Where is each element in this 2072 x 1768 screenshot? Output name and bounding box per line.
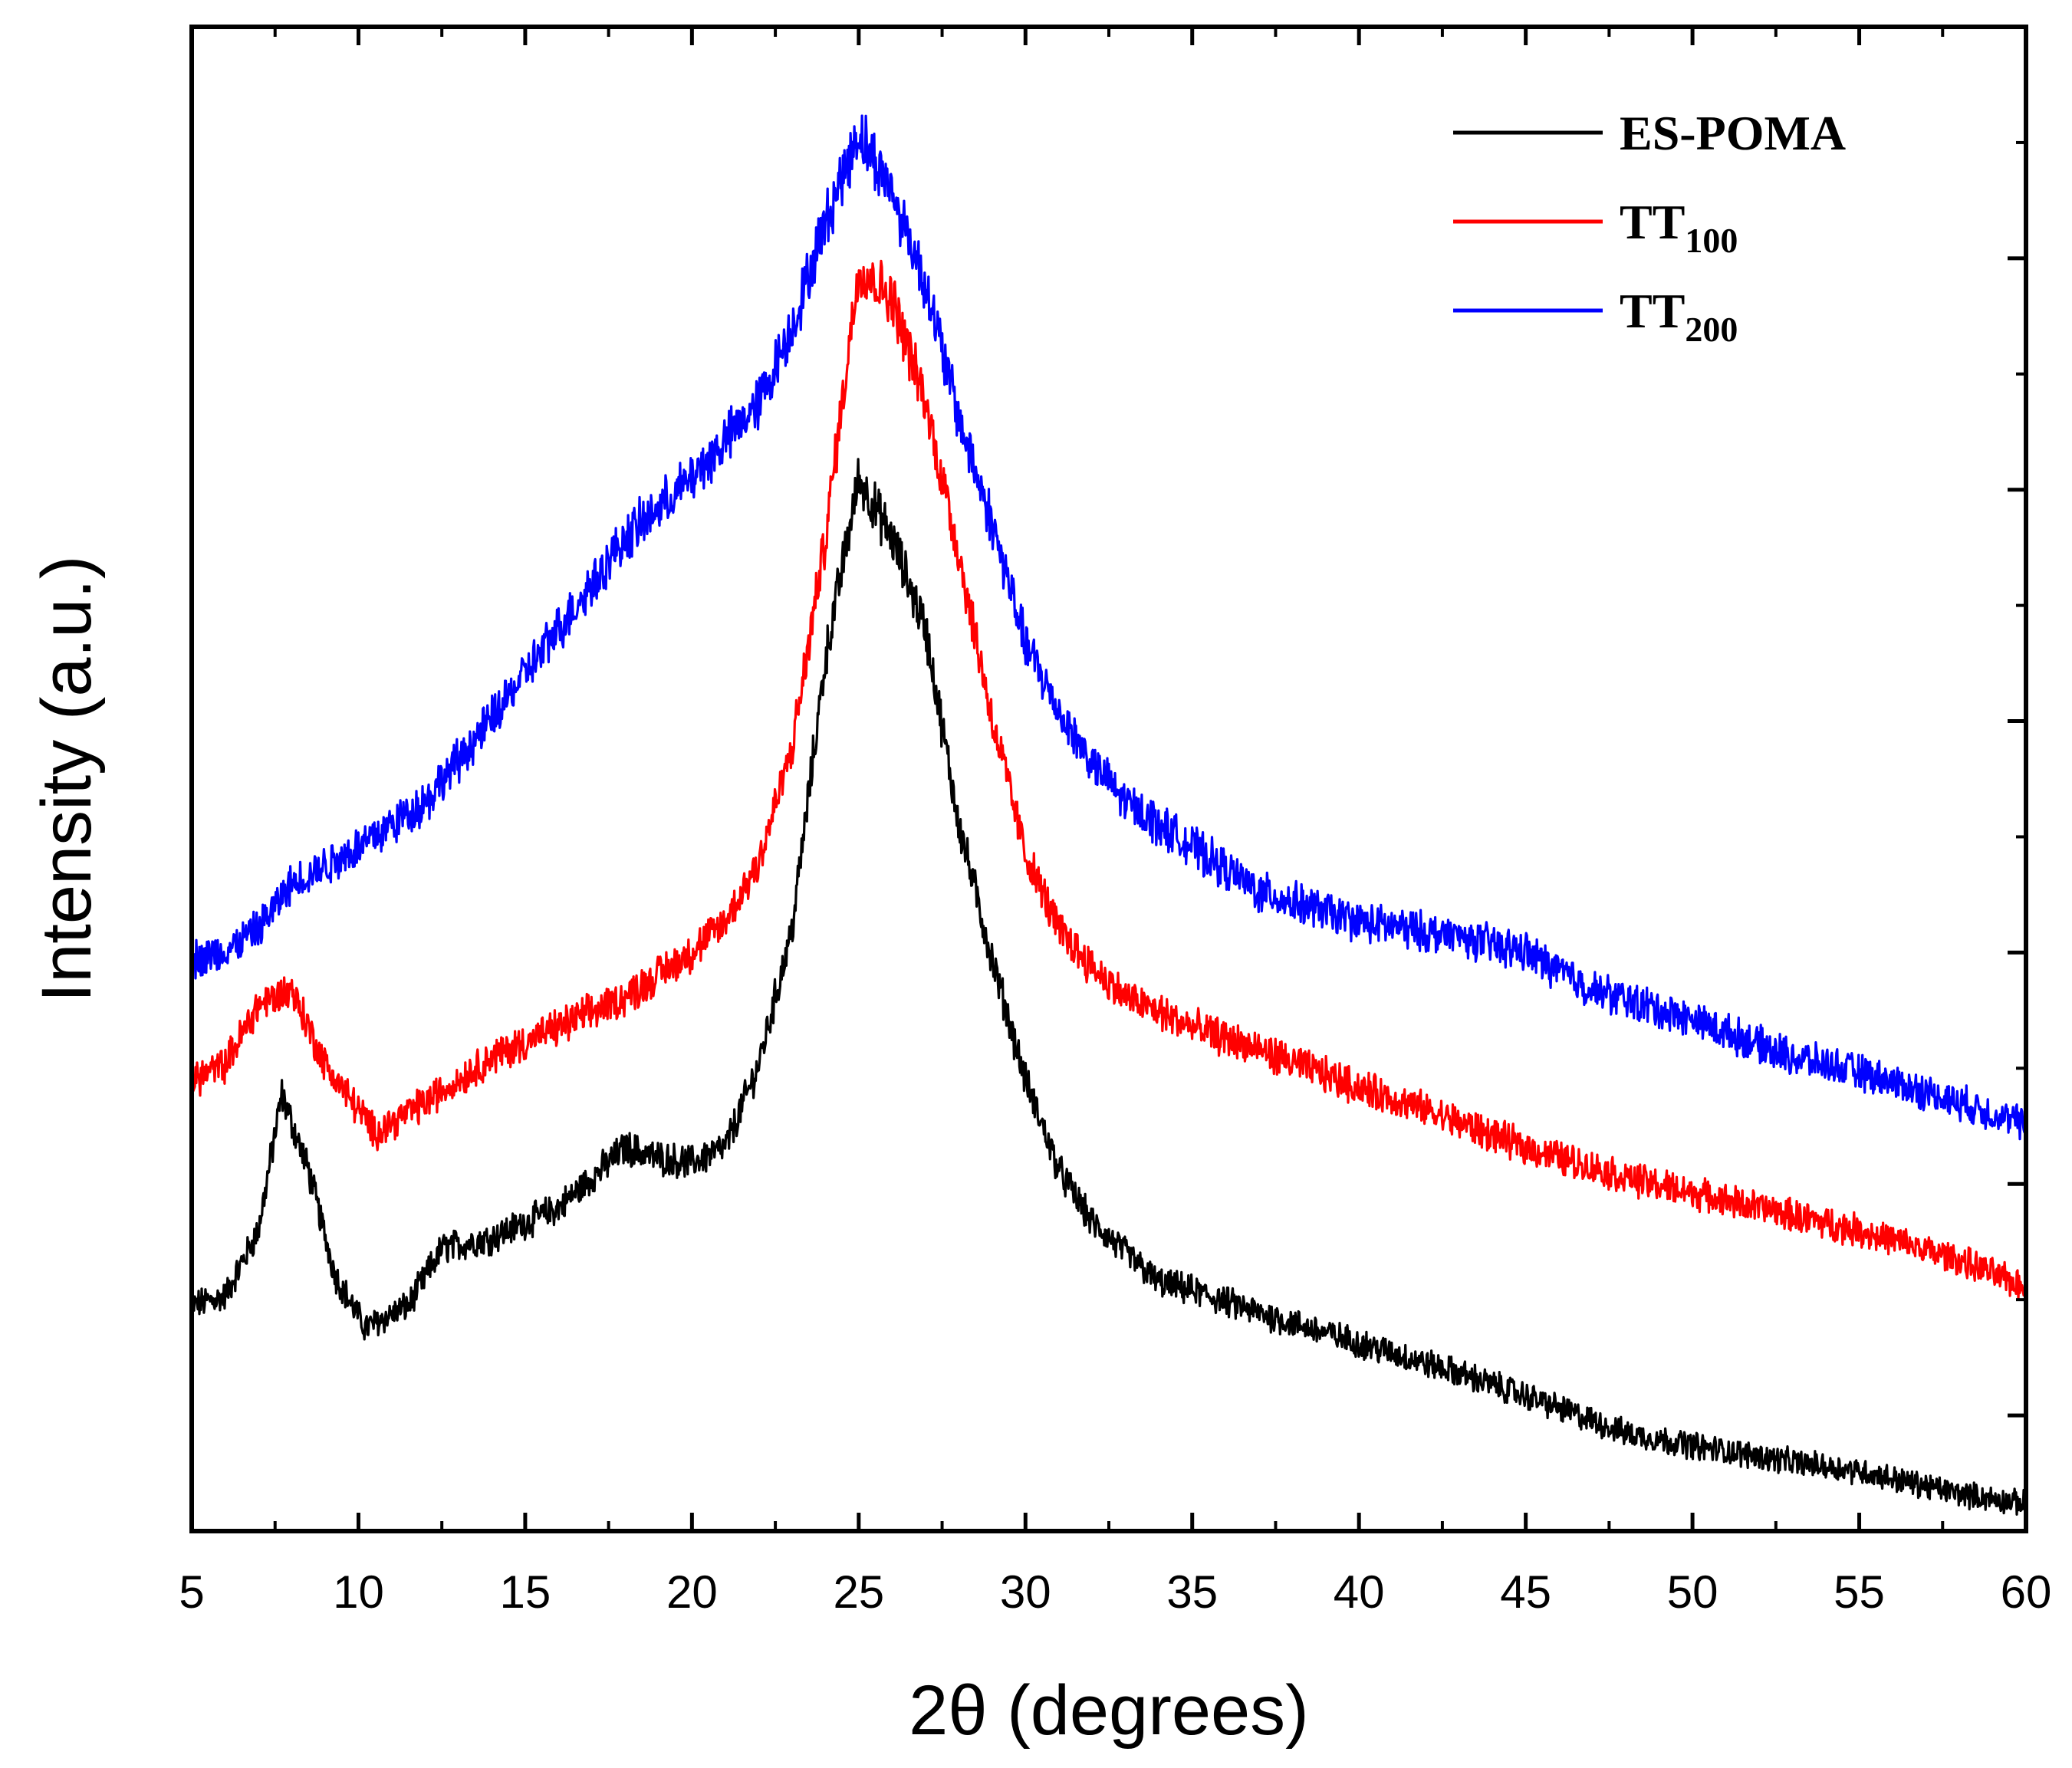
series-layer — [190, 114, 2028, 1516]
x-tick-label: 50 — [1667, 1566, 1718, 1618]
legend-label-main: TT — [1620, 284, 1685, 338]
legend-label-main: TT — [1620, 195, 1685, 249]
x-tick-label: 60 — [2001, 1566, 2052, 1618]
legend-label-sub: 100 — [1685, 221, 1738, 260]
x-tick-label: 35 — [1166, 1566, 1218, 1618]
legend-label-sub: 200 — [1685, 310, 1738, 349]
x-tick-label: 10 — [333, 1566, 384, 1618]
x-tick-label: 30 — [1000, 1566, 1051, 1618]
series-line-tt200 — [190, 114, 2028, 1141]
x-tick-label: 45 — [1500, 1566, 1551, 1618]
legend-label-tt100: TT100 — [1620, 195, 1738, 260]
series-line-tt100 — [190, 259, 2028, 1301]
legend-label-es-poma: ES-POMA — [1620, 106, 1846, 160]
series-line-es-poma — [190, 458, 2028, 1516]
x-tick-label: 20 — [666, 1566, 718, 1618]
y-axis-title: Intensity (a.u.) — [28, 556, 106, 1003]
ticks-layer: 5 10 15 20 25 30 35 40 45 50 55 60 — [179, 27, 2051, 1618]
x-tick-label: 40 — [1334, 1566, 1385, 1618]
legend-label-tt200: TT200 — [1620, 284, 1738, 349]
x-tick-label: 15 — [500, 1566, 551, 1618]
x-tick-label: 5 — [179, 1566, 204, 1618]
x-tick-label: 55 — [1834, 1566, 1885, 1618]
x-axis-title: 2θ (degrees) — [909, 1671, 1309, 1750]
legend-label-main: ES-POMA — [1620, 106, 1846, 160]
x-tick-label: 25 — [833, 1566, 884, 1618]
